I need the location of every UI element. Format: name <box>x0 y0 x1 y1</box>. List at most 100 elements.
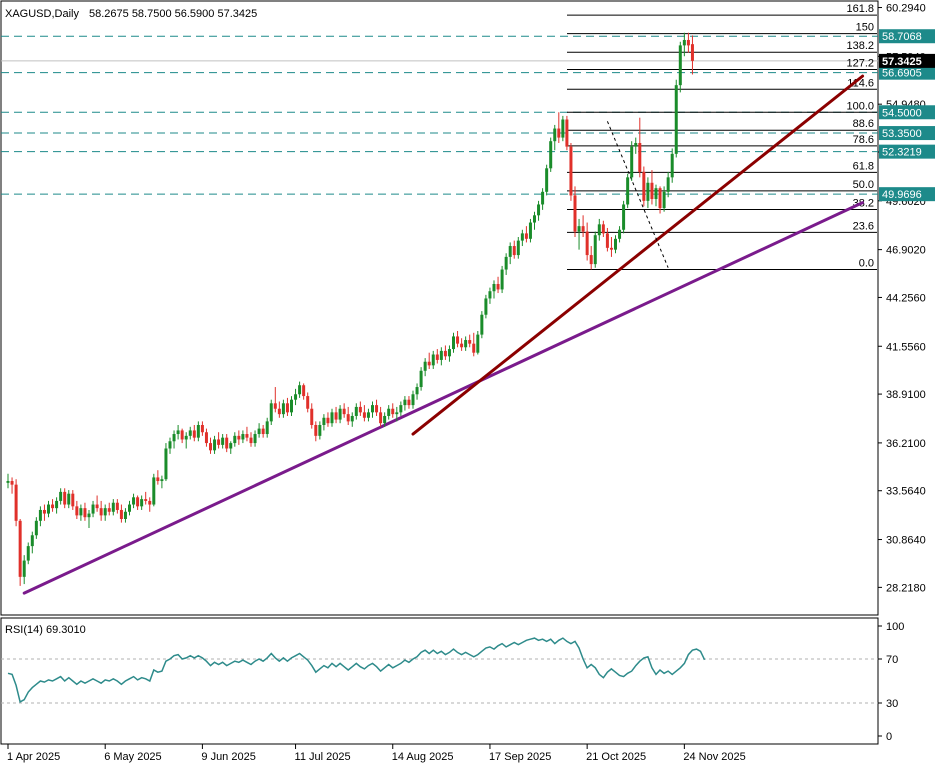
candle-body <box>326 417 330 424</box>
symbol-label: XAGUSD,Daily <box>5 8 79 20</box>
candle-body <box>670 153 674 178</box>
candle-body <box>541 191 545 205</box>
candle-body <box>443 350 447 357</box>
candle-body <box>342 408 346 415</box>
candle-body <box>103 508 107 516</box>
candle-body <box>75 506 79 516</box>
candle-body <box>245 434 249 438</box>
level-badge-label: 52.3219 <box>882 147 922 159</box>
candle-body <box>605 233 609 248</box>
candle-body <box>524 233 528 239</box>
candle-body <box>42 509 46 514</box>
time-tick-label: 9 Jun 2025 <box>201 751 255 763</box>
candle-body <box>520 233 524 241</box>
candle-body <box>30 535 34 547</box>
candle-body <box>484 298 488 315</box>
candle-body <box>427 361 431 366</box>
candle-body <box>253 434 257 444</box>
candle-body <box>504 256 508 270</box>
candle-body <box>200 425 204 433</box>
candle-body <box>180 430 184 440</box>
level-badge <box>879 144 935 159</box>
candle-body <box>496 284 500 290</box>
candle-body <box>71 493 75 507</box>
candle-body <box>686 39 690 46</box>
candle-body <box>233 435 237 444</box>
level-badge <box>879 126 935 141</box>
candle-body <box>614 238 617 250</box>
candle-body <box>346 414 350 422</box>
candle-body <box>435 354 439 360</box>
candle-body <box>634 143 638 147</box>
candle-body <box>419 370 423 388</box>
candle-body <box>261 428 265 435</box>
candle-body <box>646 182 650 201</box>
price-tick-label: 33.5640 <box>886 486 926 498</box>
candle-body <box>338 408 342 420</box>
candle-body <box>577 226 581 232</box>
candle-body <box>354 406 358 416</box>
candle-body <box>618 229 622 239</box>
price-tick-label: 44.2560 <box>886 292 926 304</box>
candle-body <box>55 500 59 509</box>
ohlc-readout: 58.2675 58.7500 56.5900 57.3425 <box>89 8 257 20</box>
last-price-badge <box>879 53 935 68</box>
candle-body <box>136 497 140 507</box>
candle-body <box>585 231 589 256</box>
trendline-long <box>22 201 865 595</box>
candle-body <box>593 235 597 265</box>
fib-level-label: 0.0 <box>859 258 874 270</box>
horizontal-levels <box>1 35 878 195</box>
fib-level-label: 161.8 <box>846 3 874 15</box>
price-tick-label: 38.9100 <box>886 389 926 401</box>
candle-body <box>678 45 682 86</box>
candle-body <box>476 334 480 353</box>
candle-body <box>192 430 196 438</box>
candle-body <box>47 504 50 514</box>
candle-body <box>516 240 520 256</box>
candle-body <box>415 387 419 395</box>
candle-body <box>492 284 496 292</box>
candle-body <box>188 430 192 436</box>
candle-body <box>330 412 334 424</box>
price-tick-label: 36.2100 <box>886 438 926 450</box>
price-pane <box>0 0 879 616</box>
candle-body <box>6 481 10 483</box>
candle-body <box>184 435 188 440</box>
candle-body <box>290 399 293 413</box>
trendline-short <box>411 74 865 436</box>
candle-body <box>464 340 468 348</box>
candle-body <box>399 405 403 413</box>
fib-level-label: 150 <box>856 22 874 34</box>
fib-level-label: 138.2 <box>846 40 874 52</box>
time-tick-label: 21 Oct 2025 <box>586 751 646 763</box>
candle-body <box>468 340 472 344</box>
candle-body <box>411 394 415 406</box>
candle-body <box>119 509 123 519</box>
fib-level-label: 100.0 <box>846 100 874 112</box>
candle-body <box>34 520 38 536</box>
candle-body <box>111 502 115 512</box>
candle-body <box>362 412 366 418</box>
candle-body <box>407 399 411 406</box>
candle-body <box>379 412 383 424</box>
candle-body <box>322 417 326 425</box>
candle-body <box>573 195 577 232</box>
candle-body <box>213 439 217 451</box>
price-tick-label: 30.8640 <box>886 535 926 547</box>
candle-body <box>99 508 103 516</box>
candle-body <box>597 224 601 236</box>
candle-body <box>318 425 322 436</box>
candle-body <box>306 396 310 409</box>
candle-body <box>285 403 289 413</box>
candle-body <box>662 191 666 209</box>
candle-body <box>387 408 391 416</box>
candle-body <box>626 177 630 205</box>
candle-body <box>302 385 306 397</box>
candle-body <box>358 406 362 413</box>
candle-body <box>391 408 395 415</box>
candle-body <box>209 443 212 451</box>
last-price-label: 57.3425 <box>882 56 922 68</box>
candle-body <box>581 226 585 232</box>
